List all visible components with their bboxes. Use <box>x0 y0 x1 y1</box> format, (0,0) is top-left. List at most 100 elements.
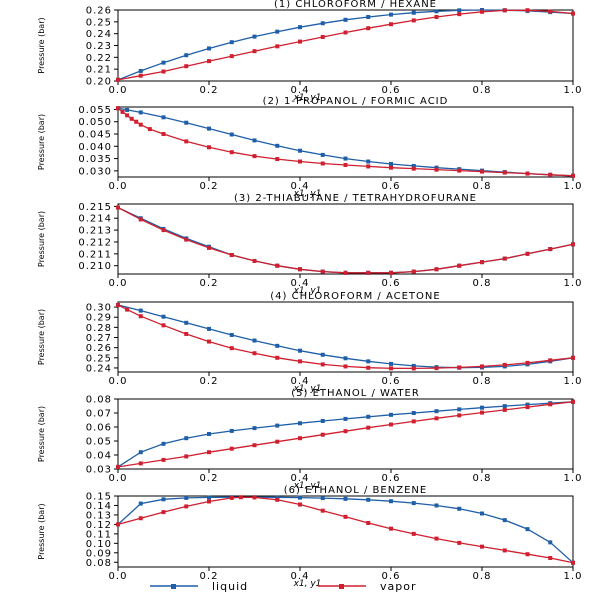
y-tick-label: 0.045 <box>78 130 112 141</box>
data-point-liquid <box>389 412 393 417</box>
y-axis-label: Pressure (bar) <box>37 211 46 267</box>
data-point-liquid <box>343 17 348 22</box>
data-point-vapor <box>502 256 507 261</box>
data-point-vapor <box>571 399 575 404</box>
data-point-vapor <box>161 132 166 137</box>
data-point-vapor <box>411 18 416 23</box>
data-point-vapor <box>502 362 507 367</box>
panel-title: (2) 1-PROPANOL / FORMIC ACID <box>263 96 449 107</box>
x-tick-label: 0.6 <box>382 473 401 484</box>
x-tick-label: 1.0 <box>564 473 583 484</box>
data-point-liquid <box>366 159 371 164</box>
y-tick-label: 0.30 <box>86 303 112 314</box>
panel-6: (6) ETHANOL / BENZENE0.080.090.100.110.1… <box>37 485 581 589</box>
data-point-vapor <box>184 454 189 459</box>
x-tick-label: 0.6 <box>382 278 401 289</box>
data-point-vapor <box>207 145 211 150</box>
data-point-liquid <box>457 506 462 511</box>
x-tick-label: 0.8 <box>473 571 492 582</box>
data-point-liquid <box>320 496 325 501</box>
data-point-liquid <box>411 501 416 506</box>
data-point-liquid <box>138 501 143 506</box>
data-point-vapor <box>411 419 416 424</box>
data-point-vapor <box>161 228 166 233</box>
data-point-liquid <box>320 418 325 423</box>
y-tick-label: 0.05 <box>86 437 112 448</box>
data-point-vapor <box>320 269 325 274</box>
data-point-liquid <box>298 421 302 426</box>
data-point-vapor <box>184 139 189 144</box>
panel-frame <box>117 301 574 373</box>
data-point-vapor <box>525 360 530 365</box>
x-tick-label: 0.0 <box>109 181 128 192</box>
x-axis-label: x1, y1 <box>293 579 322 589</box>
data-point-liquid <box>275 495 280 500</box>
data-point-vapor <box>502 8 507 13</box>
data-point-liquid <box>320 152 325 157</box>
data-point-vapor <box>525 171 530 176</box>
data-point-vapor <box>525 8 530 13</box>
data-point-vapor <box>298 39 302 44</box>
x-tick-label: 1.0 <box>564 85 583 96</box>
data-point-vapor <box>411 166 416 171</box>
x-tick-label: 0.6 <box>382 85 401 96</box>
x-tick-label: 0.8 <box>473 181 492 192</box>
panel-5: (5) ETHANOL / WATER 0.03 0.04 0.05 0.06 0.07 0… <box>37 388 583 491</box>
data-point-vapor <box>320 362 325 367</box>
data-point-vapor <box>134 119 139 124</box>
data-point-vapor <box>161 69 166 74</box>
data-point-vapor <box>116 205 120 210</box>
x-tick-label: 0.8 <box>473 473 492 484</box>
x-tick-label: 0.2 <box>200 85 219 96</box>
data-point-vapor <box>548 556 553 561</box>
data-point-vapor <box>434 366 439 371</box>
data-point-vapor <box>480 410 484 415</box>
data-point-liquid <box>252 338 257 343</box>
x-tick-label: 0.6 <box>382 571 401 582</box>
data-point-vapor <box>502 407 507 412</box>
y-axis-label: Pressure (bar) <box>37 406 46 462</box>
data-point-vapor <box>138 516 143 521</box>
data-point-liquid <box>275 343 280 348</box>
data-point-vapor <box>343 270 348 275</box>
y-axis-label: Pressure (bar) <box>37 503 46 559</box>
data-point-liquid <box>184 53 189 58</box>
data-point-liquid <box>298 348 302 353</box>
data-point-liquid <box>229 40 234 45</box>
data-point-vapor <box>138 461 143 466</box>
data-point-vapor <box>298 436 302 441</box>
panel-frame <box>117 495 574 568</box>
data-point-vapor <box>207 450 211 455</box>
data-point-vapor <box>389 270 393 275</box>
data-point-liquid <box>366 497 371 502</box>
y-tick-label: 0.03 <box>86 465 112 476</box>
x-axis-label: x1, y1 <box>293 93 322 103</box>
x-tick-label: 0.6 <box>382 376 401 387</box>
data-point-liquid <box>320 352 325 357</box>
data-point-liquid <box>298 148 302 153</box>
data-point-vapor <box>343 30 348 35</box>
data-point-liquid <box>138 110 143 115</box>
data-point-liquid <box>161 314 166 319</box>
data-point-vapor <box>548 402 553 407</box>
y-tick-label: 0.26 <box>86 343 112 354</box>
y-tick-label: 0.23 <box>86 41 112 52</box>
data-point-vapor <box>434 267 439 272</box>
data-point-vapor <box>411 269 416 274</box>
x-axis-label: x1, y1 <box>293 481 322 491</box>
data-point-vapor <box>252 49 257 54</box>
y-tick-label: 0.14 <box>86 501 112 512</box>
data-point-vapor <box>116 464 120 469</box>
y-tick-label: 0.210 <box>78 261 112 272</box>
data-point-vapor <box>457 540 462 545</box>
y-tick-label: 0.27 <box>86 333 112 344</box>
data-point-vapor <box>343 364 348 369</box>
data-point-vapor <box>571 173 575 178</box>
y-tick-label: 0.030 <box>78 166 112 177</box>
y-tick-label: 0.29 <box>86 313 112 324</box>
x-tick-label: 0.4 <box>291 376 310 387</box>
data-point-liquid <box>434 9 439 14</box>
y-tick-label: 0.28 <box>86 323 112 334</box>
data-point-liquid <box>434 503 439 508</box>
data-point-liquid <box>138 68 143 73</box>
